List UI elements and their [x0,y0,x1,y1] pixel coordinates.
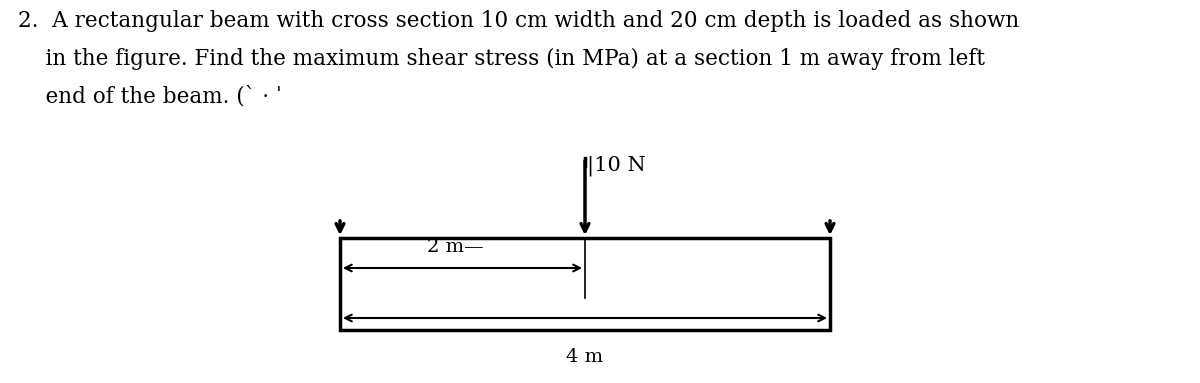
Text: 2 m—: 2 m— [427,238,484,256]
Text: in the figure. Find the maximum shear stress (in MPa) at a section 1 m away from: in the figure. Find the maximum shear st… [18,48,985,70]
Text: |10 N: |10 N [587,155,646,175]
Text: 4 m: 4 m [566,348,604,366]
Text: end of the beam. (ˋ · ˈ: end of the beam. (ˋ · ˈ [18,86,282,108]
Text: 2.  A rectangular beam with cross section 10 cm width and 20 cm depth is loaded : 2. A rectangular beam with cross section… [18,10,1019,32]
